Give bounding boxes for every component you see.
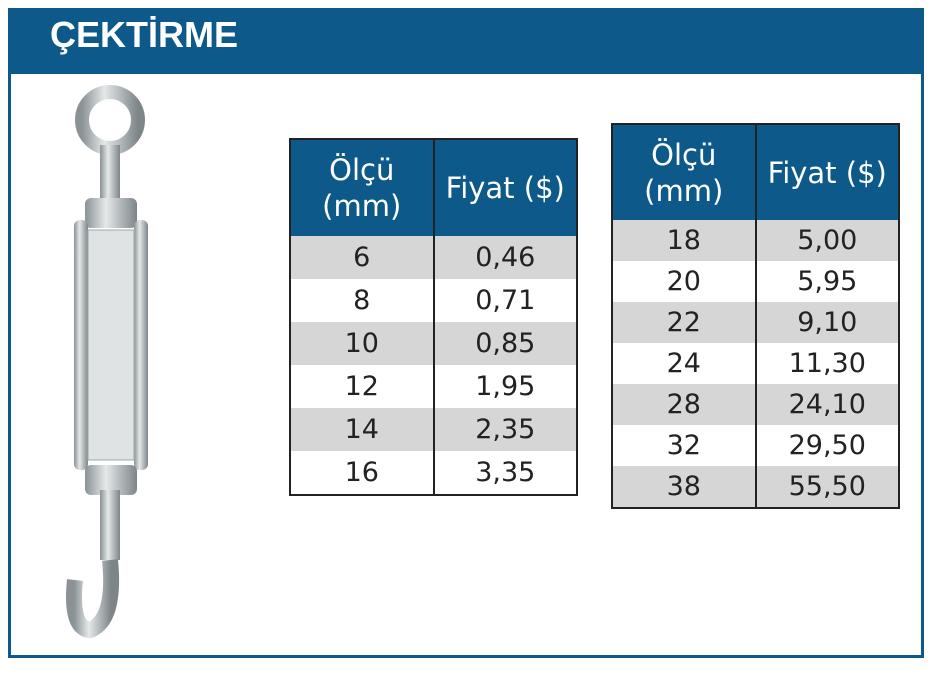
row: 12 1,95: [290, 365, 577, 408]
cell: 2,35: [432, 408, 577, 451]
price-table: Ölçü (mm) Fiyat ($) 6 0,46 8 0,71 10 0,85 12 1,95…: [289, 138, 578, 496]
cell: 0,85: [432, 322, 577, 365]
cell: 55,50: [754, 466, 899, 508]
column-header: Fiyat ($): [432, 139, 577, 236]
cell: 18: [612, 220, 756, 261]
price-table: Ölçü (mm) Fiyat ($) 18 5,00 20 5,95 22 9,10 24 11…: [611, 123, 900, 509]
cell: 29,50: [754, 425, 899, 466]
cell: 28: [612, 384, 756, 425]
cell: 9,10: [754, 302, 899, 343]
header-bar: [8, 8, 924, 74]
cell: 32: [666, 430, 701, 461]
cell: 12: [344, 371, 379, 402]
row: 18 5,00: [612, 220, 899, 261]
cell: 11,30: [754, 343, 899, 384]
turnbuckle-image: [66, 85, 148, 639]
cell: 22: [612, 302, 756, 343]
cell: 6: [290, 236, 434, 279]
cell: 5,95: [754, 261, 899, 302]
column-header: Ölçü (mm): [612, 124, 756, 220]
row: 22 9,10: [612, 302, 899, 343]
row: 16 3,35: [290, 451, 577, 495]
cell: 0,71: [432, 279, 577, 322]
cell: 24,10: [754, 384, 899, 425]
row: 24 11,30: [612, 343, 899, 384]
cell: 3,35: [432, 451, 577, 495]
cell: 10: [290, 322, 434, 365]
row: 38 55,50: [612, 466, 899, 508]
row: 10 0,85: [290, 322, 577, 365]
cell: 38: [612, 466, 756, 508]
header-row: Ölçü (mm) Fiyat ($): [290, 139, 577, 236]
cell: 8: [353, 285, 371, 316]
cell: 5,00: [754, 220, 899, 261]
row: 8 0,71: [290, 279, 577, 322]
row: 20 5,95: [612, 261, 899, 302]
row: 14 2,35: [290, 408, 577, 451]
column-header: Fiyat ($): [754, 124, 899, 220]
cell: 20: [666, 266, 701, 297]
row: 28 24,10: [612, 384, 899, 425]
cell: 24: [666, 348, 701, 379]
row: 32 29,50: [612, 425, 899, 466]
cell: 14: [290, 408, 434, 451]
column-header: Ölçü (mm): [290, 139, 434, 236]
page: ÇEKTİRME Ölçü (mm) Fiyat ($) 6 0,46 8 0,71 10 0…: [8, 8, 924, 658]
title: ÇEKTİRME: [50, 14, 238, 55]
cell: 0,46: [432, 236, 577, 279]
header-row: Ölçü (mm) Fiyat ($): [612, 124, 899, 220]
row: 6 0,46: [290, 236, 577, 279]
cell: 16: [344, 457, 379, 488]
cell: 1,95: [432, 365, 577, 408]
